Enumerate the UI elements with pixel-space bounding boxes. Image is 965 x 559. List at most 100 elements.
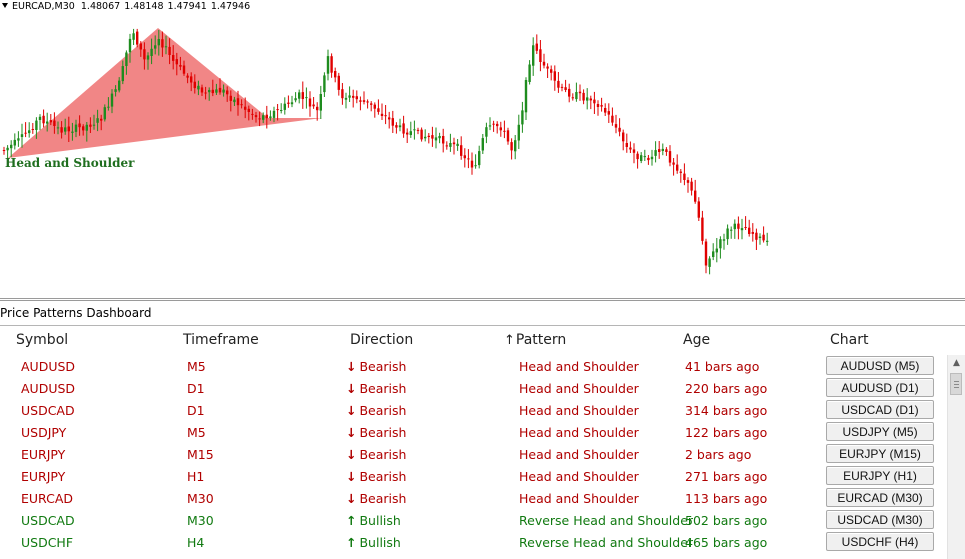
candle-body <box>420 129 423 140</box>
row-direction: ↓ Bearish <box>346 403 406 418</box>
candle-body <box>280 110 283 111</box>
open-chart-button[interactable]: EURCAD (M30) <box>826 488 934 507</box>
open-chart-button[interactable]: AUDUSD (M5) <box>826 356 934 375</box>
candle-body <box>110 93 114 107</box>
ohlc-close: 1.47946 <box>210 1 251 12</box>
column-header-timeframe[interactable]: Timeframe <box>183 332 259 348</box>
candle-body <box>42 115 45 124</box>
row-direction-label: Bearish <box>359 403 407 418</box>
candle-body <box>546 66 549 69</box>
candle-body <box>71 131 74 133</box>
candle-body <box>434 137 438 141</box>
open-chart-button[interactable]: USDCAD (D1) <box>826 400 934 419</box>
row-age: 2 bars ago <box>685 447 752 462</box>
candle-body <box>258 118 261 120</box>
row-age: 113 bars ago <box>685 491 768 506</box>
candle-body <box>661 148 664 151</box>
candle-body <box>755 232 758 240</box>
candle-body <box>222 89 225 93</box>
open-chart-button[interactable]: EURJPY (M15) <box>826 444 934 463</box>
candle-body <box>438 136 441 139</box>
candle-body <box>355 96 358 100</box>
candle-body <box>402 123 405 134</box>
scroll-thumb[interactable] <box>950 373 962 395</box>
candle-body <box>701 217 704 241</box>
candle-body <box>53 120 56 126</box>
candle-body <box>535 43 538 51</box>
row-pattern: Head and Shoulder <box>519 425 639 440</box>
column-header-symbol[interactable]: Symbol <box>16 332 69 348</box>
row-timeframe: M15 <box>187 447 214 462</box>
chart-menu-triangle-icon[interactable] <box>2 3 8 8</box>
candle-body <box>49 120 52 123</box>
candle-body <box>694 190 697 202</box>
candle-body <box>139 43 142 50</box>
chart-header: EURCAD,M30 1.48067 1.48148 1.47941 1.479… <box>2 1 250 12</box>
open-chart-button[interactable]: USDCHF (H4) <box>826 532 934 551</box>
candle-body <box>136 31 139 45</box>
arrow-down-icon: ↓ <box>346 469 357 484</box>
candle-body <box>395 125 398 128</box>
row-age: 220 bars ago <box>685 381 768 396</box>
candle-body <box>668 151 672 163</box>
candle-body <box>384 115 387 117</box>
panel-divider[interactable] <box>0 298 965 299</box>
row-direction-label: Bullish <box>359 513 401 528</box>
open-chart-button[interactable]: USDCAD (M30) <box>826 510 934 529</box>
open-chart-button[interactable]: USDJPY (M5) <box>826 422 934 441</box>
candle-body <box>175 59 178 65</box>
candle-body <box>114 89 117 92</box>
candle-body <box>28 130 31 134</box>
table-row: EURJPY H1 ↓ Bearish Head and Shoulder 271 bar… <box>0 466 945 488</box>
column-header-pattern[interactable]: ↑Pattern <box>504 332 566 348</box>
candle-body <box>172 55 175 61</box>
row-symbol: EURJPY <box>21 447 66 462</box>
candle-body <box>283 103 286 110</box>
candle-body <box>542 61 546 66</box>
candle-body <box>708 258 711 267</box>
candle-body <box>236 98 240 106</box>
candle-body <box>197 85 200 90</box>
row-timeframe: M5 <box>187 359 206 374</box>
candle-body <box>35 120 38 130</box>
open-chart-button[interactable]: EURJPY (H1) <box>826 466 934 485</box>
candle-body <box>406 132 409 135</box>
candle-body <box>46 121 49 124</box>
price-chart[interactable]: EURCAD,M30 1.48067 1.48148 1.47941 1.479… <box>0 0 965 298</box>
column-header-age[interactable]: Age <box>683 332 711 348</box>
candle-body <box>31 129 34 130</box>
candle-body <box>319 94 322 111</box>
candle-body <box>478 151 481 166</box>
candle-body <box>751 232 754 234</box>
candle-body <box>474 165 477 167</box>
panel-divider-line <box>0 300 965 301</box>
candle-body <box>654 150 657 156</box>
candle-body <box>388 117 391 120</box>
column-header-direction[interactable]: Direction <box>350 332 414 348</box>
candle-body <box>647 157 650 161</box>
candle-body <box>150 48 153 56</box>
candle-body <box>132 33 135 40</box>
candle-body <box>488 125 492 127</box>
arrow-up-icon: ↑ <box>346 535 357 550</box>
row-symbol: EURCAD <box>21 491 74 506</box>
row-direction-label: Bearish <box>359 447 407 462</box>
table-row: EURCAD M30 ↓ Bearish Head and Shoulder 113 ba… <box>0 488 945 510</box>
dashboard-scrollbar[interactable]: ▲ <box>947 355 965 559</box>
candle-body <box>445 145 448 147</box>
open-chart-button[interactable]: AUDUSD (D1) <box>826 378 934 397</box>
row-direction: ↑ Bullish <box>346 535 401 550</box>
candle-body <box>758 236 762 238</box>
arrow-down-icon: ↓ <box>346 359 357 374</box>
candle-body <box>154 45 157 49</box>
candle-body <box>125 52 128 66</box>
scroll-up-icon[interactable]: ▲ <box>953 358 960 368</box>
candle-body <box>38 116 42 120</box>
candle-body <box>568 88 571 97</box>
row-direction-label: Bearish <box>359 381 407 396</box>
candle-body <box>600 105 603 107</box>
candle-body <box>290 102 294 105</box>
row-timeframe: M30 <box>187 491 214 506</box>
row-age: 271 bars ago <box>685 469 768 484</box>
dashboard-title: Price Patterns Dashboard <box>0 306 152 320</box>
